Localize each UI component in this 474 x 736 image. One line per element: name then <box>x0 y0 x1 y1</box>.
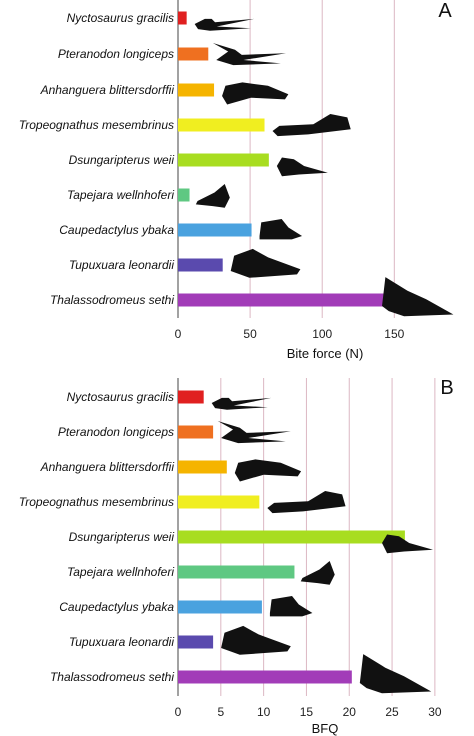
bar <box>178 11 187 25</box>
bar <box>178 390 204 404</box>
skull-silhouette-icon <box>221 625 291 655</box>
skull-silhouette-icon <box>194 18 255 31</box>
category-label: Tapejara wellnhoferi <box>67 565 174 579</box>
category-label: Pteranodon longiceps <box>58 425 174 439</box>
category-label: Nyctosaurus gracilis <box>67 390 174 404</box>
category-label: Dsungaripterus weii <box>69 530 175 544</box>
bar <box>178 530 405 544</box>
x-tick-label: 25 <box>385 705 399 719</box>
bar <box>178 565 295 579</box>
x-axis-label: BFQ <box>312 721 339 736</box>
panel-B: 0 5 10 15 20 25 30 BFQ B Nyctosaurus gracilis Pter… <box>19 377 454 736</box>
bar <box>178 293 398 307</box>
skull-silhouette-icon <box>382 534 433 554</box>
x-tick-label: 30 <box>428 705 442 719</box>
bar <box>178 223 252 237</box>
x-tick-label: 0 <box>175 705 182 719</box>
category-label: Tropeognathus mesembrinus <box>19 495 174 509</box>
category-label: Tropeognathus mesembrinus <box>19 118 174 132</box>
bar <box>178 153 269 167</box>
skull-silhouette-icon <box>195 184 230 208</box>
skull-silhouette-icon <box>211 397 272 410</box>
bar <box>178 670 352 684</box>
panel-A: 0 50 100 150 Bite force (N) A Nyctosaurus grac… <box>19 0 454 361</box>
category-label: Anhanguera blittersdorffii <box>40 460 175 474</box>
skull-silhouette-icon <box>272 114 351 137</box>
x-tick-label: 0 <box>175 327 182 341</box>
x-tick-label: 150 <box>384 327 404 341</box>
skull-silhouette-icon <box>382 277 454 317</box>
x-tick-label: 10 <box>257 705 271 719</box>
bar <box>178 188 190 202</box>
panel-label: B <box>440 377 453 399</box>
x-tick-label: 5 <box>217 705 224 719</box>
category-label: Pteranodon longiceps <box>58 47 174 61</box>
category-label: Caupedactylus ybaka <box>59 600 174 614</box>
category-label: Thalassodromeus sethi <box>50 670 174 684</box>
x-tick-label: 15 <box>300 705 314 719</box>
bar <box>178 83 215 97</box>
category-label: Tapejara wellnhoferi <box>67 188 174 202</box>
skull-silhouette-icon <box>259 219 303 240</box>
bar <box>178 600 262 614</box>
bar <box>178 258 223 272</box>
skull-silhouette-icon <box>300 561 335 585</box>
bar <box>178 635 214 649</box>
panel-label: A <box>438 0 452 22</box>
skull-silhouette-icon <box>267 490 346 514</box>
skull-silhouette-icon <box>234 459 302 482</box>
bar <box>178 460 227 474</box>
bar <box>178 47 209 61</box>
skull-silhouette-icon <box>359 654 432 694</box>
category-label: Caupedactylus ybaka <box>59 223 174 237</box>
skull-silhouette-icon <box>222 82 289 105</box>
x-axis-label: Bite force (N) <box>287 346 364 361</box>
skull-silhouette-icon <box>212 43 286 66</box>
category-label: Anhanguera blittersdorffii <box>40 83 175 97</box>
skull-silhouette-icon <box>276 157 328 177</box>
bar <box>178 118 265 132</box>
skull-silhouette-icon <box>269 596 313 617</box>
category-label: Dsungaripterus weii <box>69 153 175 167</box>
category-label: Tupuxuara leonardii <box>69 258 175 272</box>
category-label: Nyctosaurus gracilis <box>67 11 174 25</box>
category-label: Tupuxuara leonardii <box>69 635 175 649</box>
x-tick-label: 100 <box>312 327 332 341</box>
category-label: Thalassodromeus sethi <box>50 293 174 307</box>
x-tick-label: 50 <box>243 327 257 341</box>
bar <box>178 425 214 439</box>
skull-silhouette-icon <box>230 248 301 278</box>
x-tick-label: 20 <box>343 705 357 719</box>
bar <box>178 495 260 509</box>
skull-silhouette-icon <box>217 421 291 444</box>
